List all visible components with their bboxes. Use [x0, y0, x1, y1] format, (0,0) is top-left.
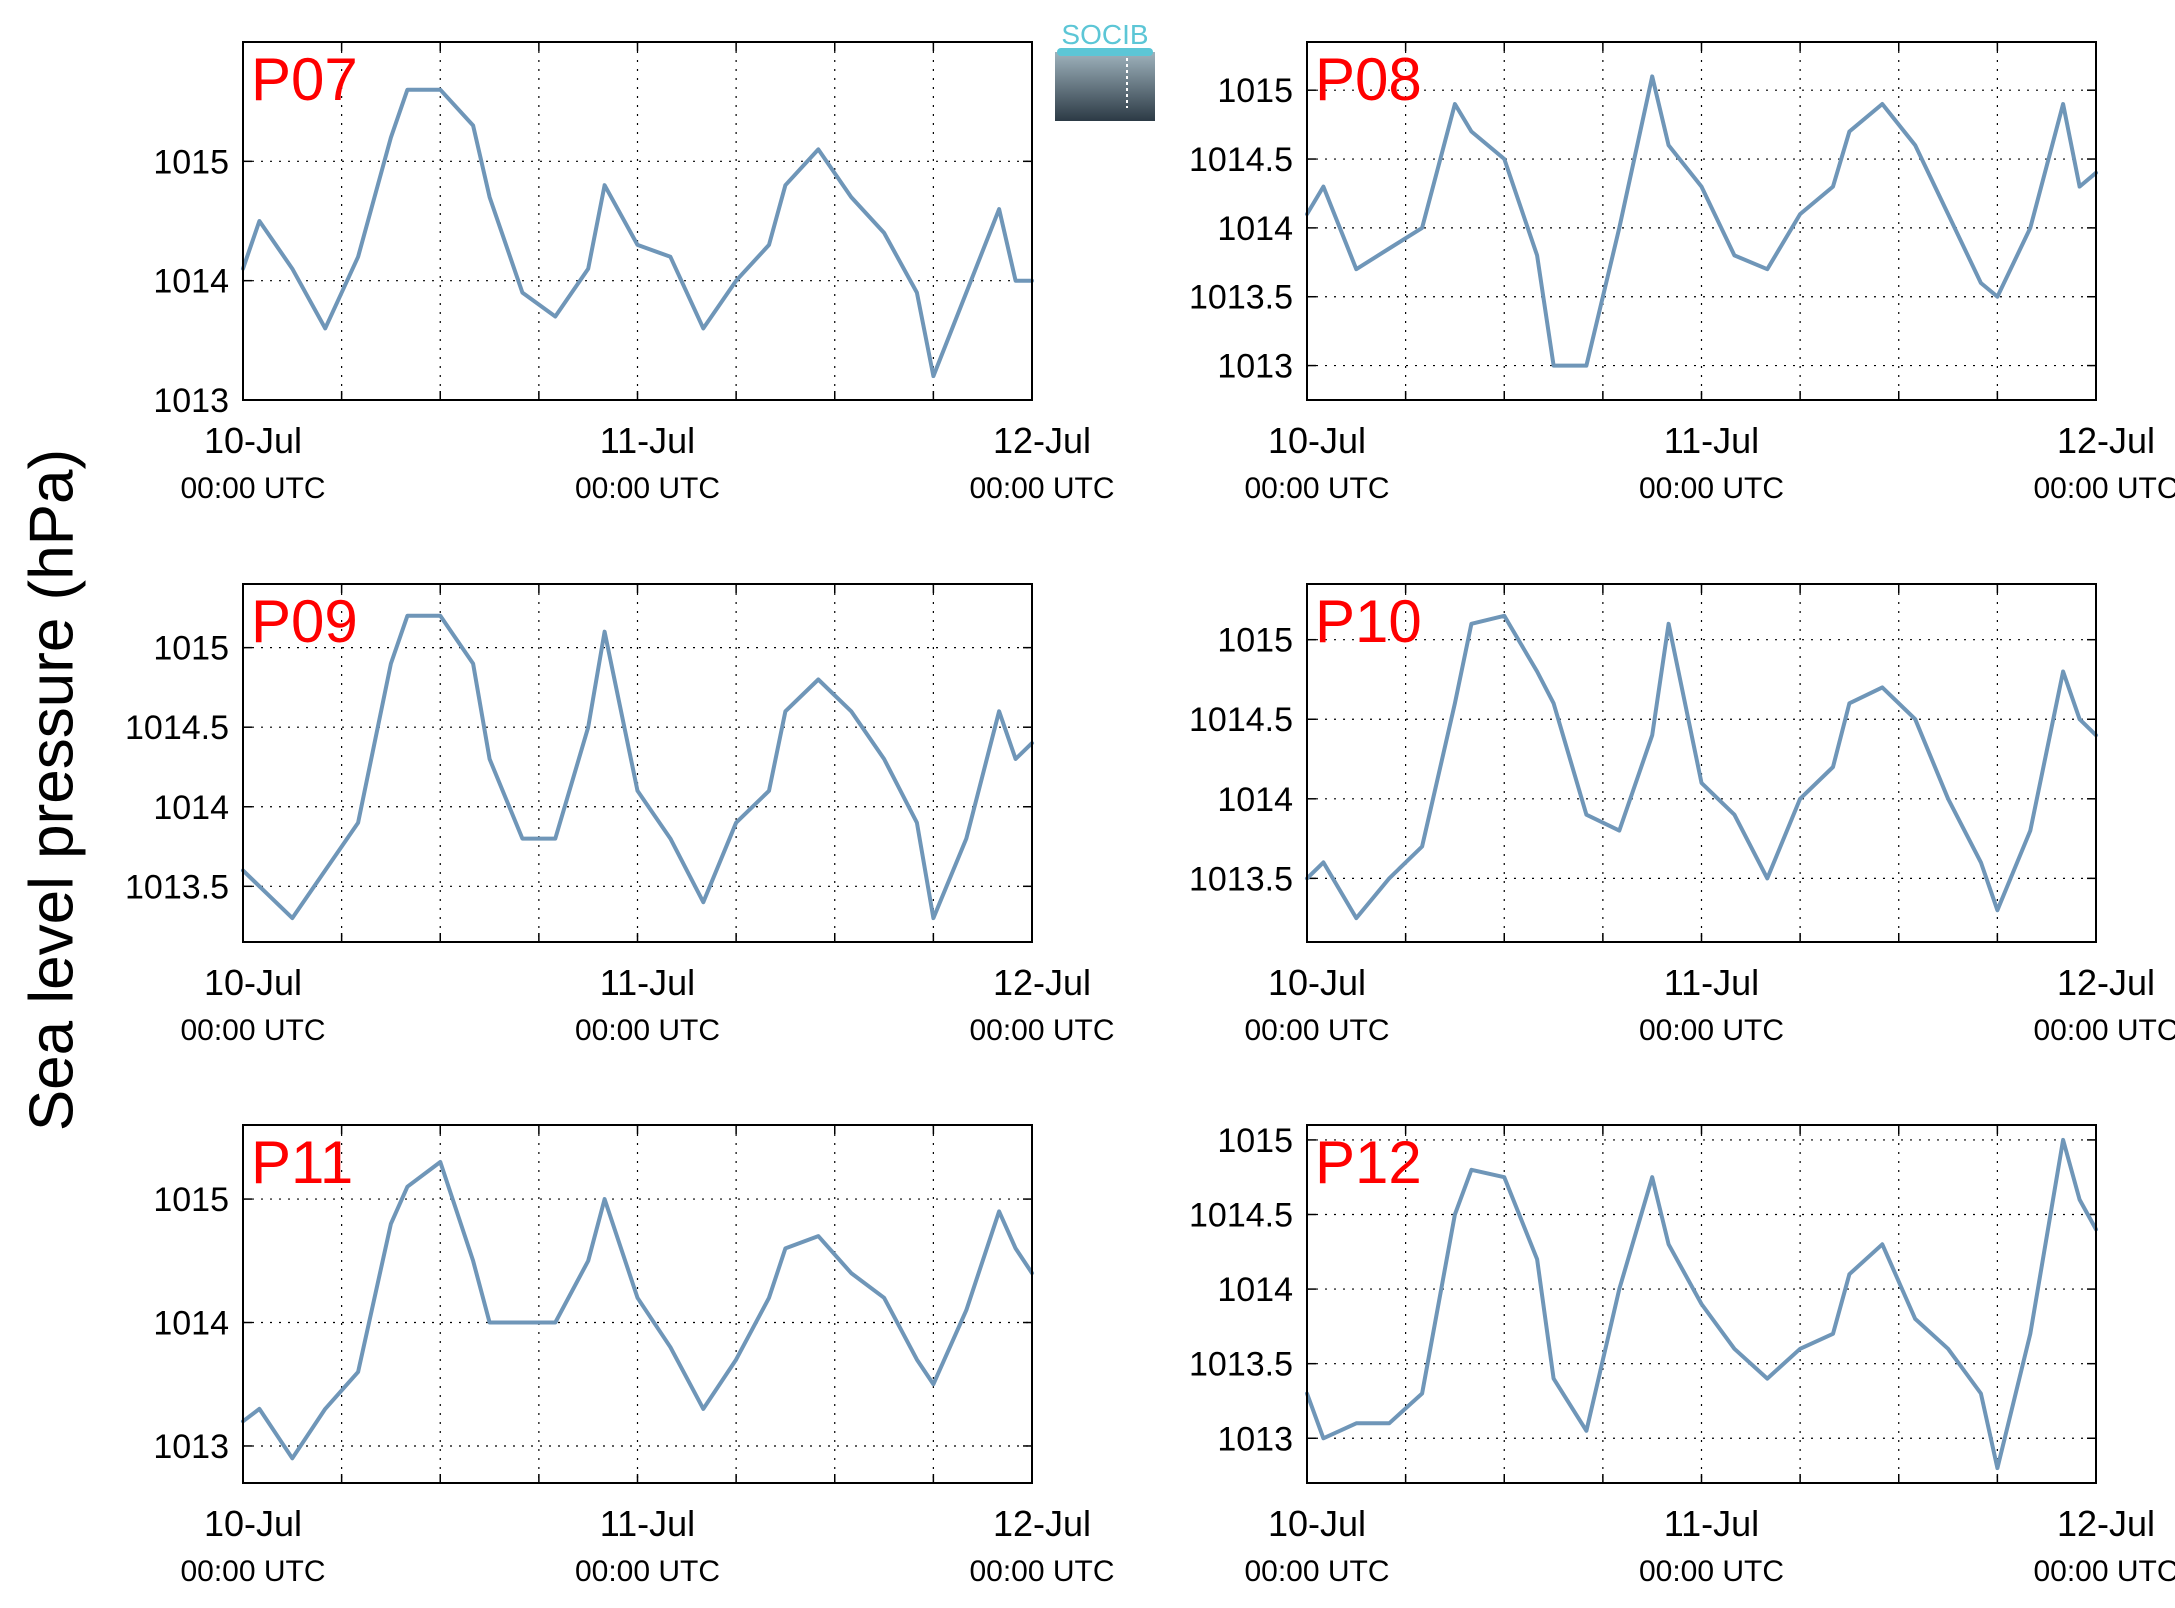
y-tick-label: 1014	[153, 1305, 229, 1343]
panel-label: P11	[251, 1129, 353, 1196]
x-tick-label-day: 11-Jul	[1664, 420, 1759, 461]
y-tick-label: 1014.5	[125, 709, 229, 747]
plot-frame	[242, 1124, 1033, 1484]
panel-label: P08	[1315, 46, 1422, 113]
x-tick-label-time: 00:00 UTC	[180, 472, 325, 505]
y-tick-label: 1014.5	[1189, 141, 1293, 179]
x-tick-label-day: 10-Jul	[1268, 1503, 1366, 1544]
panel-p09: 1013.5 1014 1014.5 1015 P09 10-Jul 00:00 UTC 11…	[125, 583, 1115, 1047]
panel-p12: 1013 1013.5 1014 1014.5 1015 P12 10-Jul 00:00 U…	[1189, 1122, 2175, 1588]
y-tick-label: 1013.5	[125, 868, 229, 906]
x-tick-label-time: 00:00 UTC	[575, 472, 720, 505]
x-tick-label-day: 11-Jul	[600, 1503, 695, 1544]
x-tick-label-day: 12-Jul	[2057, 420, 2155, 461]
x-tick-label-day: 10-Jul	[204, 1503, 302, 1544]
x-tick-label-time: 00:00 UTC	[969, 1555, 1114, 1588]
y-tick-label: 1013.5	[1189, 1346, 1293, 1384]
y-tick-label: 1014	[1217, 1271, 1293, 1309]
plot-frame	[242, 41, 1033, 401]
series-line	[241, 1160, 1034, 1461]
x-tick-label-time: 00:00 UTC	[2033, 1555, 2175, 1588]
y-tick-label: 1014	[153, 263, 229, 301]
socib-logo: SOCIB	[1055, 19, 1155, 121]
y-tick-label: 1013	[1217, 1420, 1293, 1458]
y-tick-label: 1014.5	[1189, 701, 1293, 739]
x-tick-label-time: 00:00 UTC	[575, 1555, 720, 1588]
panel-p07: 1013 1014 1015 P07 10-Jul 00:00 UTC 11-Jul 00:0…	[153, 41, 1115, 505]
panel-p11: 1013 1014 1015 P11 10-Jul 00:00 UTC 11-Jul 00:0…	[153, 1124, 1115, 1588]
panel-p08: 1013 1013.5 1014 1014.5 1015 P08 10-Jul 00:00 U…	[1189, 41, 2175, 505]
series-line	[241, 613, 1034, 921]
series-line	[1305, 613, 2098, 921]
y-tick-label: 1015	[153, 143, 229, 181]
panel-label: P07	[251, 46, 358, 113]
x-tick-label-day: 11-Jul	[600, 420, 695, 461]
x-tick-label-time: 00:00 UTC	[1244, 1014, 1389, 1047]
panel-label: P12	[1315, 1129, 1422, 1196]
x-tick-label-day: 11-Jul	[1664, 962, 1759, 1003]
x-tick-label-time: 00:00 UTC	[1244, 1555, 1389, 1588]
x-tick-label-time: 00:00 UTC	[2033, 472, 2175, 505]
x-tick-label-time: 00:00 UTC	[575, 1014, 720, 1047]
y-tick-label: 1014.5	[1189, 1197, 1293, 1235]
x-tick-label-day: 11-Jul	[1664, 1503, 1759, 1544]
x-tick-label-day: 10-Jul	[1268, 420, 1366, 461]
x-tick-label-day: 10-Jul	[204, 962, 302, 1003]
y-tick-label: 1014	[153, 789, 229, 827]
series-line	[1305, 74, 2098, 368]
plot-frame	[1306, 1124, 2097, 1484]
x-tick-label-day: 12-Jul	[2057, 962, 2155, 1003]
plot-frame	[1306, 583, 2097, 943]
series-line	[1305, 1137, 2098, 1471]
panel-label: P09	[251, 588, 358, 655]
x-tick-label-day: 12-Jul	[2057, 1503, 2155, 1544]
x-tick-label-day: 10-Jul	[1268, 962, 1366, 1003]
y-tick-label: 1014	[1217, 210, 1293, 248]
x-tick-label-day: 11-Jul	[600, 962, 695, 1003]
y-tick-label: 1015	[1217, 1122, 1293, 1160]
panel-p10: 1013.5 1014 1014.5 1015 P10 10-Jul 00:00 UTC 11…	[1189, 583, 2175, 1047]
y-tick-label: 1013	[1217, 348, 1293, 386]
x-tick-label-time: 00:00 UTC	[1244, 472, 1389, 505]
x-tick-label-time: 00:00 UTC	[180, 1014, 325, 1047]
plot-frame	[242, 583, 1033, 943]
y-tick-label: 1013.5	[1189, 860, 1293, 898]
y-axis-label: Sea level pressure (hPa)	[17, 448, 87, 1132]
x-tick-label-time: 00:00 UTC	[2033, 1014, 2175, 1047]
x-tick-label-time: 00:00 UTC	[1639, 1014, 1784, 1047]
x-tick-label-time: 00:00 UTC	[180, 1555, 325, 1588]
y-tick-label: 1013	[153, 382, 229, 420]
y-tick-label: 1013	[153, 1428, 229, 1466]
plot-frame	[1306, 41, 2097, 401]
x-tick-label-day: 12-Jul	[993, 420, 1091, 461]
y-tick-label: 1014	[1217, 781, 1293, 819]
x-tick-label-day: 12-Jul	[993, 962, 1091, 1003]
y-tick-label: 1015	[1217, 622, 1293, 660]
x-tick-label-day: 10-Jul	[204, 420, 302, 461]
series-line	[241, 87, 1034, 379]
x-tick-label-time: 00:00 UTC	[969, 1014, 1114, 1047]
y-tick-label: 1015	[153, 630, 229, 668]
panel-label: P10	[1315, 588, 1422, 655]
y-tick-label: 1015	[153, 1181, 229, 1219]
x-tick-label-time: 00:00 UTC	[1639, 1555, 1784, 1588]
x-tick-label-time: 00:00 UTC	[1639, 472, 1784, 505]
logo-text: SOCIB	[1061, 19, 1148, 50]
x-tick-label-day: 12-Jul	[993, 1503, 1091, 1544]
y-tick-label: 1013.5	[1189, 279, 1293, 317]
x-tick-label-time: 00:00 UTC	[969, 472, 1114, 505]
y-tick-label: 1015	[1217, 72, 1293, 110]
